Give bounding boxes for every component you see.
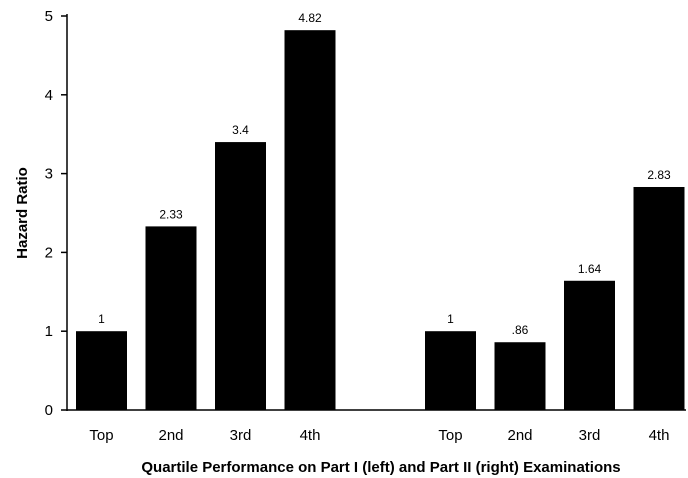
bar-value-label: 4.82 xyxy=(298,11,322,25)
bar-value-label: 1 xyxy=(98,312,105,326)
bar-group2-3rd xyxy=(564,280,615,410)
y-axis-title: Hazard Ratio xyxy=(14,167,31,259)
bar-value-label: 3.4 xyxy=(232,123,249,137)
x-category-label: Top xyxy=(89,427,113,444)
bar-value-label: 1 xyxy=(447,312,454,326)
x-axis-category-labels: Top 2nd 3rd 4th Top 2nd 3rd 4th xyxy=(89,427,669,444)
y-tick-label: 1 xyxy=(45,323,53,340)
y-tick-label: 5 xyxy=(45,8,53,25)
y-axis-ticks: 0 1 2 3 4 5 xyxy=(45,8,67,419)
bar-group2-top xyxy=(425,331,476,410)
x-category-label: 3rd xyxy=(230,427,252,444)
bar-value-label: 2.83 xyxy=(647,168,671,182)
bar-group1-top xyxy=(76,331,127,410)
bar-group1-3rd xyxy=(215,142,266,410)
bar-group2-2nd xyxy=(494,342,546,410)
x-category-label: 2nd xyxy=(507,427,532,444)
y-tick-label: 4 xyxy=(45,87,53,104)
bar-value-label: 2.33 xyxy=(159,207,183,221)
x-category-label: 4th xyxy=(649,427,670,444)
bar-group1-2nd xyxy=(145,226,197,410)
x-category-label: 4th xyxy=(300,427,321,444)
x-category-label: 3rd xyxy=(579,427,601,444)
x-category-label: 2nd xyxy=(158,427,183,444)
y-tick-label: 2 xyxy=(45,244,53,261)
bar-value-label: 1.64 xyxy=(578,262,602,276)
x-category-label: Top xyxy=(438,427,462,444)
bar-value-label: .86 xyxy=(512,323,529,337)
bar-group2-4th xyxy=(633,186,685,410)
x-axis-title: Quartile Performance on Part I (left) an… xyxy=(141,459,620,476)
y-tick-label: 0 xyxy=(45,402,53,419)
bars: 1 2.33 3.4 4.82 1 .86 1.64 2.83 xyxy=(76,11,685,411)
y-tick-label: 3 xyxy=(45,166,53,183)
bar-group1-4th xyxy=(284,30,336,411)
